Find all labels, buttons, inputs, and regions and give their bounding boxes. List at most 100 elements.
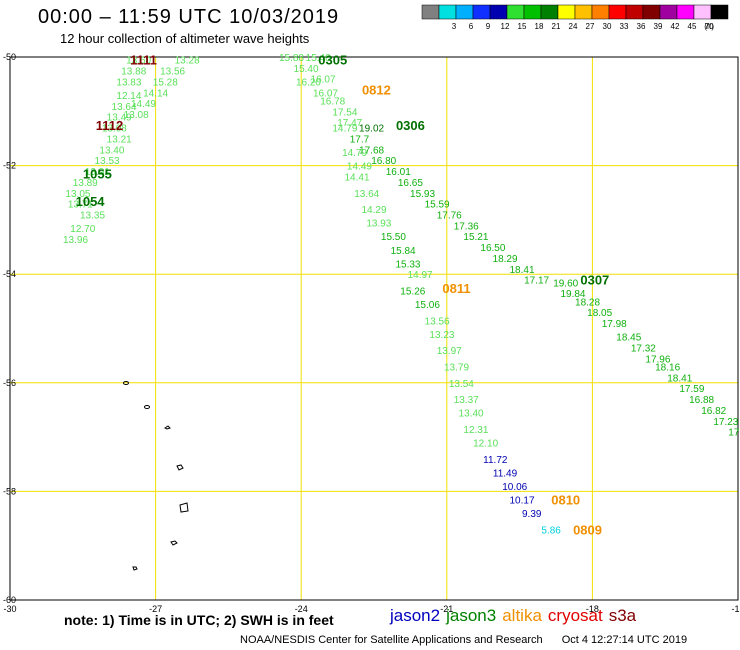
swh-value: 13.71 [68,200,93,211]
swh-value: 14.14 [143,88,168,99]
swh-value: 12.10 [473,439,498,450]
lon-tick-label: -30 [3,604,16,614]
pass-time-label: 0306 [396,118,425,133]
lon-tick-label: -15 [731,604,740,614]
page-title: 00:00 – 11:59 UTC 10/03/2019 [38,6,340,28]
swh-value: 13.08 [124,110,149,121]
swh-values: 13.60 13.28 13.88 13.56 13.83 15.28 12.14 14.14… [63,53,740,536]
pass-time-label: 0305 [318,53,347,68]
scale-tick-label: 27 [586,22,595,31]
swh-value: 13.37 [454,395,479,406]
swh-value: 17.76 [437,210,462,221]
swh-value: 17.59 [679,384,704,395]
lat-tick-label: -58 [3,486,16,496]
lon-tick-label: -18 [586,604,599,614]
scale-swatch [523,4,542,20]
swh-value: 13.97 [437,346,462,357]
swh-value: 16.07 [311,75,336,86]
swh-value: 15.88 [279,53,304,64]
scale-tick-label: 24 [569,22,578,31]
swh-value: 18.16 [655,363,680,374]
scale-swatch [489,4,508,20]
swh-value: 19.02 [359,124,384,135]
swh-value: 13.35 [80,210,105,221]
swh-value: 17.11 [728,428,740,439]
pass-time-label: 0812 [362,83,391,98]
swh-value: 17.17 [524,276,549,287]
scale-swatch [710,4,729,20]
swh-value: 17.54 [332,107,357,118]
swh-value: 18.28 [575,297,600,308]
swh-value: 18.41 [667,373,692,384]
swh-value: 13.64 [354,189,379,200]
page-subtitle: 12 hour collection of altimeter wave hei… [60,31,310,46]
scale-tick-label: 9 [486,22,491,31]
scale-swatch [591,4,610,20]
pass-time-label: 0809 [573,522,602,537]
lon-tick-label: -27 [149,604,162,614]
scale-tick-label: 36 [637,22,646,31]
swh-value: 13.64 [112,102,137,113]
pass-time-label: 0307 [580,273,609,288]
swh-value: 13.23 [429,330,454,341]
swh-value: 14.49 [131,99,156,110]
satellite-legend-item: cryosat [547,606,603,625]
swh-value: 13.83 [116,77,141,88]
swh-value: 16.88 [689,395,714,406]
swh-value: 16.01 [386,167,411,178]
swh-value: 13.88 [121,67,146,78]
swh-value: 14.49 [347,162,372,173]
satellite-legend-item: jason3 [446,606,497,625]
swh-value: 13.40 [459,409,484,420]
swh-value: 14.79 [342,148,367,159]
swh-value: 13.05 [65,189,90,200]
scale-swatch [506,4,525,20]
swh-value: 13.79 [444,363,469,374]
scale-swatch [472,4,491,20]
swh-value: 13.49 [107,113,132,124]
swh-value: 10.17 [510,496,535,507]
swh-value: 14.97 [408,270,433,281]
axis-labels: -30 -27 -24 -21 -18 -15 -50 -52 -54 -56 -58 -60 [3,52,740,614]
swh-value: 18.05 [587,308,612,319]
swh-value: 11.72 [483,455,508,466]
pass-time-label: 1055 [83,167,112,182]
scale-swatch [438,4,457,20]
pass-time-label: 1054 [76,194,106,209]
swh-value: 15.26 [400,286,425,297]
pass-time-label: 1112 [96,118,124,133]
pass-time-label: 0811 [442,281,470,296]
swh-value: 13.91 [85,167,110,178]
swh-value: 9.39 [522,509,542,520]
lon-tick-label: -24 [295,604,308,614]
swh-value: 15.40 [306,53,331,64]
swh-value: 16.20 [296,77,321,88]
pass-time-labels: 1111 1112 1055 1054 0305 0812 0306 0307 0811 0810… [76,53,610,538]
credit-timestamp: Oct 4 12:27:14 UTC 2019 [561,634,688,646]
lat-tick-label: -60 [3,595,16,605]
scale-swatch [659,4,678,20]
swh-value: 13.40 [99,145,124,156]
scale-swatch [608,4,627,20]
swh-value: 19.84 [560,289,585,300]
swh-value: 14.41 [344,172,369,183]
swh-value: 15.84 [391,246,416,257]
swh-value: 16.65 [398,178,423,189]
map-frame [9,56,739,601]
scale-swatch [625,4,644,20]
swh-value: 17.68 [359,145,384,156]
scale-tick-label: 15 [518,22,527,31]
lat-tick-label: -54 [3,269,16,279]
swh-value: 16.07 [313,88,338,99]
scale-tick-label: 33 [620,22,629,31]
swh-value: 18.45 [616,333,641,344]
pass-time-label: 1111 [130,53,157,68]
scale-tick-label: 18 [535,22,544,31]
satellite-legend-item: jason2 [390,606,441,625]
swh-value: 15.28 [153,77,178,88]
swh-value: 13.28 [175,56,200,67]
swh-value: 18.41 [510,265,535,276]
swh-value: 13.56 [160,67,185,78]
swh-value: 14.29 [361,205,386,216]
